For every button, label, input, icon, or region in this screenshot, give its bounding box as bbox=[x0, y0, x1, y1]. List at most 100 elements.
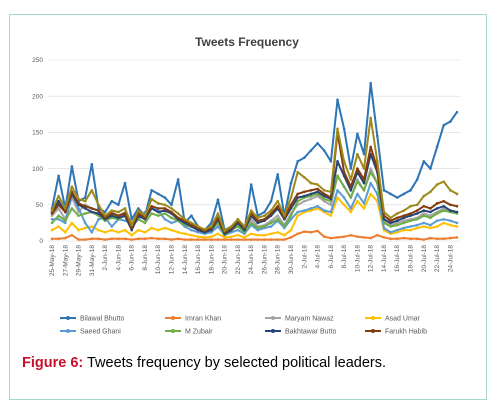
x-tick-label: 28-Jun-18 bbox=[275, 245, 282, 275]
data-point bbox=[356, 167, 359, 170]
data-point bbox=[137, 209, 140, 212]
data-point bbox=[402, 219, 406, 223]
legend-label: Farukh Habib bbox=[385, 329, 427, 336]
legend-marker bbox=[371, 316, 375, 320]
data-point bbox=[150, 212, 153, 215]
data-point bbox=[50, 237, 54, 241]
data-point bbox=[256, 228, 260, 232]
data-point bbox=[362, 202, 366, 205]
data-point bbox=[336, 98, 339, 102]
data-point bbox=[249, 238, 253, 241]
data-point bbox=[356, 192, 359, 196]
data-point bbox=[176, 178, 180, 181]
data-point bbox=[63, 207, 67, 210]
data-point bbox=[170, 221, 173, 225]
data-point bbox=[435, 207, 439, 210]
data-point bbox=[309, 231, 313, 234]
data-point bbox=[236, 238, 240, 241]
data-point bbox=[190, 221, 193, 225]
data-point bbox=[302, 194, 306, 198]
data-point bbox=[110, 209, 114, 212]
x-tick-label: 18-Jul-18 bbox=[408, 245, 415, 272]
data-point bbox=[369, 81, 372, 85]
data-point bbox=[263, 225, 266, 228]
data-point bbox=[435, 145, 439, 149]
data-point bbox=[57, 199, 60, 203]
legend-entry: Maryam Nawaz bbox=[265, 316, 334, 323]
data-point bbox=[455, 204, 459, 208]
data-point bbox=[57, 217, 60, 221]
data-point bbox=[130, 233, 133, 237]
data-point bbox=[77, 228, 80, 232]
x-tick-label: 18-Jun-18 bbox=[208, 245, 215, 275]
data-point bbox=[376, 192, 379, 196]
data-point bbox=[362, 152, 366, 156]
data-point bbox=[249, 209, 253, 212]
data-point bbox=[442, 204, 446, 208]
x-tick-label: 2-Jul-18 bbox=[301, 245, 308, 269]
data-point bbox=[449, 223, 452, 227]
data-point bbox=[123, 219, 127, 223]
x-tick-label: 29-May-18 bbox=[76, 245, 83, 276]
data-point bbox=[455, 110, 459, 114]
data-point bbox=[269, 199, 273, 203]
data-point bbox=[263, 210, 266, 214]
data-point bbox=[269, 238, 273, 241]
legend-entry: Bakhtawar Butto bbox=[265, 329, 336, 336]
data-point bbox=[442, 123, 446, 127]
data-point bbox=[349, 207, 353, 210]
data-point bbox=[117, 214, 120, 217]
data-point bbox=[442, 221, 446, 225]
data-point bbox=[90, 225, 94, 228]
data-point bbox=[409, 225, 412, 228]
data-point bbox=[243, 238, 246, 241]
legend-entry: Saeed Ghani bbox=[60, 329, 121, 336]
data-point bbox=[137, 207, 140, 210]
data-point bbox=[150, 204, 153, 208]
data-point bbox=[110, 199, 114, 203]
data-point bbox=[70, 165, 74, 168]
data-point bbox=[163, 212, 167, 215]
data-point bbox=[269, 212, 273, 215]
data-point bbox=[57, 237, 60, 241]
data-point bbox=[229, 235, 233, 238]
data-point bbox=[402, 192, 406, 196]
data-point bbox=[389, 237, 392, 241]
data-point bbox=[243, 225, 246, 228]
data-point bbox=[369, 145, 372, 149]
data-point bbox=[90, 207, 94, 210]
data-point bbox=[236, 217, 240, 221]
data-point bbox=[263, 217, 266, 221]
data-point bbox=[356, 178, 359, 181]
data-point bbox=[442, 237, 446, 241]
data-point bbox=[63, 231, 67, 234]
data-point bbox=[422, 212, 426, 215]
data-point bbox=[83, 199, 87, 203]
data-point bbox=[170, 228, 173, 232]
data-point bbox=[349, 210, 353, 214]
x-tick-label: 31-May-18 bbox=[89, 245, 96, 276]
data-point bbox=[130, 223, 133, 227]
x-tick-label: 27-May-18 bbox=[62, 245, 69, 276]
data-point bbox=[302, 209, 306, 212]
data-point bbox=[110, 225, 114, 228]
data-point bbox=[422, 194, 426, 198]
data-point bbox=[316, 190, 319, 194]
legend-entry: Bilawal Bhutto bbox=[60, 316, 124, 323]
data-point bbox=[449, 219, 452, 223]
data-point bbox=[176, 212, 180, 215]
data-point bbox=[409, 228, 412, 232]
data-point bbox=[289, 203, 293, 207]
data-point bbox=[170, 238, 173, 241]
data-point bbox=[83, 207, 87, 210]
data-point bbox=[349, 196, 353, 199]
x-tick-label: 12-Jul-18 bbox=[368, 245, 375, 272]
data-point bbox=[422, 214, 426, 217]
data-point bbox=[362, 167, 366, 170]
data-point bbox=[276, 231, 280, 234]
data-point bbox=[77, 238, 80, 241]
data-point bbox=[442, 217, 446, 221]
data-point bbox=[283, 225, 286, 228]
x-tick-label: 4-Jul-18 bbox=[315, 245, 322, 269]
data-point bbox=[382, 226, 386, 230]
